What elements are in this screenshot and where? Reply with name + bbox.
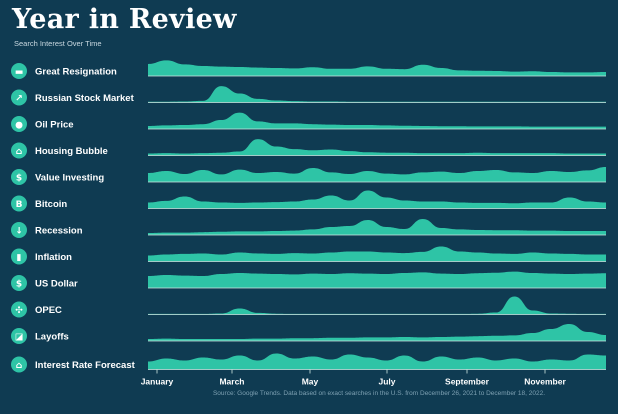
series-row: ⌂ Housing Bubble: [11, 139, 606, 159]
series-area: [148, 139, 606, 156]
trend-card-icon-glyph: ◪: [15, 333, 24, 343]
source-note: Source: Google Trends. Data based on exa…: [212, 390, 546, 397]
series-label: Great Resignation: [35, 67, 117, 78]
series-row: ✣ OPEC: [11, 296, 606, 318]
dollar-icon: [11, 275, 27, 291]
series-area: [148, 324, 606, 341]
series-area: [148, 219, 606, 235]
series-label: OPEC: [35, 305, 62, 316]
series-row: B Bitcoin: [11, 190, 606, 212]
series-row: ⌂ Interest Rate Forecast: [11, 353, 606, 373]
trending-up-icon-glyph: ↗: [15, 94, 23, 104]
series-label: Inflation: [35, 252, 72, 263]
x-tick-label: September: [445, 377, 490, 387]
bar-chart-icon-glyph: ▮: [17, 253, 22, 263]
x-tick-label: May: [302, 377, 319, 387]
series-area: [148, 271, 606, 288]
bank-icon-glyph: ⌂: [16, 361, 23, 371]
series-label: Recession: [35, 226, 83, 237]
trending-up-icon: [11, 89, 27, 106]
series-label: Bitcoin: [35, 199, 67, 210]
house-icon: [11, 142, 27, 159]
down-arrow-icon-glyph: ↓: [15, 227, 23, 237]
series-label: Layoffs: [35, 332, 69, 343]
house-icon-glyph: ⌂: [16, 147, 23, 157]
bar-chart-icon: [11, 248, 27, 265]
series-row: ● Oil Price: [11, 112, 606, 132]
bitcoin-icon-glyph: B: [16, 200, 23, 210]
series-row: $ Value Investing: [11, 167, 606, 185]
network-icon-glyph: ✣: [15, 306, 23, 316]
series-label: Housing Bubble: [35, 146, 108, 157]
series-row: ▮ Inflation: [11, 246, 606, 265]
series-row: ↓ Recession: [11, 219, 606, 238]
drop-icon: [11, 116, 27, 132]
series-area: [148, 353, 606, 370]
series-row: ↗ Russian Stock Market: [11, 86, 606, 106]
money-bag-icon: [11, 169, 27, 185]
series-row: ◪ Layoffs: [11, 324, 606, 344]
x-tick-label: March: [219, 377, 244, 387]
chart-subtitle: Search Interest Over Time: [14, 39, 102, 48]
network-icon: [11, 301, 27, 318]
series-label: Interest Rate Forecast: [35, 360, 136, 371]
series-label: US Dollar: [35, 279, 78, 290]
series-area: [148, 60, 606, 76]
chart-title: Year in Review: [12, 4, 237, 35]
x-tick-label: January: [141, 377, 174, 387]
x-tick-label: November: [524, 377, 566, 387]
series-label: Value Investing: [35, 173, 104, 184]
series-area: [148, 167, 606, 182]
series-area: [148, 190, 606, 209]
dollar-icon-glyph: $: [16, 280, 22, 290]
drop-icon-glyph: ●: [15, 121, 23, 131]
series-area: [148, 86, 606, 103]
briefcase-icon-glyph: ▬: [15, 68, 24, 78]
series-label: Oil Price: [35, 120, 74, 131]
bitcoin-icon: [11, 195, 27, 212]
trend-card-icon: [11, 328, 27, 344]
series-label: Russian Stock Market: [35, 93, 135, 104]
series-row: $ US Dollar: [11, 271, 606, 291]
series-area: [148, 296, 606, 315]
series-area: [148, 246, 606, 262]
bank-icon: [11, 356, 27, 373]
x-tick-label: July: [378, 377, 395, 387]
down-arrow-icon: [11, 222, 27, 238]
series-row: ▬ Great Resignation: [11, 60, 606, 79]
briefcase-icon: [11, 63, 27, 79]
series-area: [148, 112, 606, 129]
money-bag-icon-glyph: $: [16, 174, 22, 184]
